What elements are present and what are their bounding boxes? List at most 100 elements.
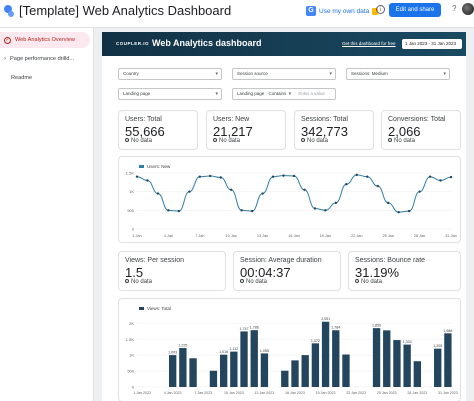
- x-tick-label: 31 Jan: [445, 234, 456, 238]
- x-tick-label: 13 Jan 2023: [255, 391, 275, 395]
- bar: [230, 351, 238, 387]
- data-point: [449, 175, 453, 179]
- kpi-label: Views: Per session: [125, 257, 185, 264]
- data-point: [135, 175, 139, 178]
- page-navigation-sidebar: ✓ Web Analytics Overview › Page performa…: [0, 28, 94, 401]
- kpi-note-label: No data: [361, 279, 383, 285]
- edit-and-share-button[interactable]: Edit and share: [389, 3, 441, 17]
- data-point: [250, 209, 254, 213]
- data-point: [418, 190, 421, 193]
- data-label: 1,784: [331, 326, 340, 330]
- report-canvas: COUPLER.IO Web Analytics dashboard Get t…: [94, 28, 474, 401]
- bar: [209, 370, 218, 387]
- data-label: 1,747: [240, 327, 249, 331]
- data-point: [230, 188, 233, 191]
- kpi-label: Session: Average duration: [240, 257, 322, 264]
- data-point: [240, 209, 243, 212]
- bar: [321, 321, 330, 387]
- avatar[interactable]: [462, 3, 474, 15]
- y-tick-label: 500: [127, 208, 134, 213]
- dropdown-arrow-icon: ▾: [288, 91, 292, 97]
- x-tick-label: 4 Jan: [164, 234, 173, 238]
- y-tick-label: 2K: [129, 321, 134, 326]
- x-tick-label: 1 Jan 2023: [133, 391, 151, 395]
- sessions-medium-filter[interactable]: Sessions: Medium ▾: [346, 68, 450, 80]
- report-page: COUPLER.IO Web Analytics dashboard Get t…: [102, 32, 466, 401]
- coupler-logo: COUPLER.IO: [116, 41, 150, 46]
- x-tick-label: 7 Jan 2023: [194, 391, 212, 395]
- kpi-value: 55,666: [125, 124, 165, 139]
- data-label: 1,055: [260, 349, 269, 353]
- help-icon[interactable]: ?: [452, 4, 457, 13]
- views-total-bar-chart[interactable]: Views: Total05001K1.5K2K1,0031,2251,0161…: [119, 299, 462, 401]
- y-tick-label: 1K: [129, 189, 134, 194]
- data-point: [188, 190, 191, 193]
- x-tick-label: 7 Jan: [195, 234, 204, 238]
- kpi-card-views-per-session: Views: Per session 1.5 No data: [118, 251, 226, 291]
- data-label: 1,372: [311, 339, 320, 343]
- data-point: [261, 192, 264, 195]
- data-point: [219, 176, 222, 179]
- legend-swatch: [139, 165, 144, 168]
- landing-page-contains-filter[interactable]: Landing page Contains ▾ Enter a value: [232, 88, 336, 100]
- data-point: [366, 175, 369, 178]
- x-tick-label: 16 Jan: [288, 234, 299, 238]
- legend-label: Users: New: [147, 164, 171, 169]
- landing-page-filter[interactable]: Landing page ▾: [118, 88, 222, 100]
- no-data-icon: [240, 279, 244, 284]
- looker-studio-logo-icon: [4, 5, 14, 17]
- data-point: [355, 173, 358, 177]
- data-label: 1,850: [372, 324, 381, 328]
- report-title[interactable]: [Template] Web Analytics Dashboard: [19, 3, 232, 18]
- chevron-right-icon: ›: [4, 56, 6, 62]
- data-point: [282, 174, 285, 177]
- kpi-note-label: No data: [394, 138, 416, 144]
- country-filter[interactable]: Country ▾: [118, 68, 222, 80]
- session-source-filter[interactable]: Session source ▾: [232, 68, 336, 80]
- dropdown-arrow-icon: ▾: [329, 71, 332, 77]
- bar: [189, 358, 197, 387]
- dropdown-arrow-icon: ▾: [215, 91, 218, 97]
- no-data-icon: [355, 279, 359, 284]
- sidebar-item-readme[interactable]: Readme: [0, 70, 90, 86]
- use-my-own-data-button[interactable]: G Use my own data: [306, 4, 379, 18]
- sidebar-item-page-performance[interactable]: › Page performance drilld...: [0, 51, 90, 67]
- data-point: [209, 174, 212, 178]
- bar: [250, 330, 258, 387]
- data-label: 1,333: [403, 340, 412, 344]
- data-label: 1,205: [433, 344, 442, 348]
- x-tick-label: 13 Jan: [257, 234, 268, 238]
- data-point: [439, 179, 442, 182]
- data-point: [146, 179, 149, 182]
- filter-value-input[interactable]: Enter a value: [298, 91, 325, 96]
- kpi-label: Sessions: Total: [301, 116, 348, 123]
- data-point: [303, 188, 306, 191]
- filter-label: Session source: [237, 71, 268, 76]
- kpi-label: Users: Total: [125, 116, 162, 123]
- x-tick-label: 25 Jan: [382, 234, 393, 238]
- info-icon[interactable]: i: [376, 5, 385, 14]
- x-tick-label: 19 Jan: [320, 234, 331, 238]
- x-tick-label: 19 Jan 2023: [316, 391, 336, 395]
- y-tick-label: 1K: [129, 353, 134, 358]
- users-new-line-chart[interactable]: Users: New 0 500 1K 1.5K 1 Jan 4 Jan 7 Jan 10 Ja…: [119, 157, 462, 244]
- sidebar-item-web-analytics-overview[interactable]: ✓ Web Analytics Overview: [0, 32, 90, 48]
- filter-operator: Contains: [268, 91, 287, 96]
- data-label: 1,016: [219, 350, 228, 354]
- bar: [342, 354, 350, 387]
- data-label: 1,112: [229, 347, 238, 351]
- get-dashboard-link[interactable]: Get this dashboard for free: [342, 41, 396, 46]
- legend-swatch: [139, 307, 144, 310]
- kpi-card-sessions-total: Sessions: Total 342,773 No data: [294, 110, 374, 150]
- kpi-value: 1.5: [125, 265, 144, 280]
- kpi-label: Users: New: [213, 116, 250, 123]
- series-line-users-new: [136, 174, 452, 213]
- y-tick-label: 0: [132, 385, 135, 390]
- data-label: 1,003: [168, 351, 177, 355]
- data-label: 1,786: [250, 326, 259, 330]
- no-data-icon: [125, 138, 129, 143]
- kpi-card-users-new: Users: New 21,217 No data: [206, 110, 286, 150]
- date-range-picker[interactable]: 1 Jan 2023 - 31 Jan 2023: [402, 39, 462, 49]
- bar: [169, 355, 177, 387]
- filter-label: Country: [123, 71, 139, 76]
